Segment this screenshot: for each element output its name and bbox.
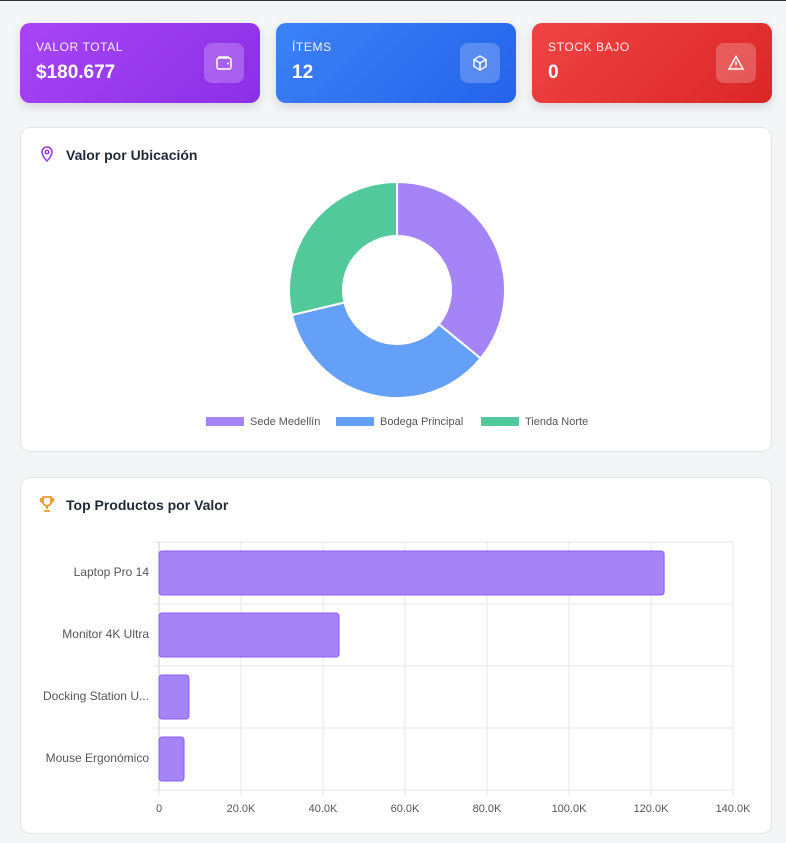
card-label: VALOR TOTAL [36,40,124,54]
y-tick-label: Docking Station U... [43,689,149,703]
chart-panel: Valor por Ubicación Sede Medellín Bodega … [20,127,772,452]
x-tick-label: 40.0K [309,803,338,815]
legend-label: Bodega Principal [380,416,463,428]
legend-label: Tienda Norte [525,416,588,428]
y-tick-label: Monitor 4K Ultra [62,627,149,641]
card-label: STOCK BAJO [548,40,630,54]
card-value: 0 [548,62,559,83]
bar [158,674,190,720]
card-value: 12 [292,62,314,83]
x-tick-label: 100.0K [552,803,588,815]
chart-title: Valor por Ubicación [66,147,198,163]
donut-segment [396,180,506,360]
x-tick-label: 20.0K [227,803,256,815]
legend-swatch [336,417,374,426]
x-tick-label: 0 [156,803,162,815]
x-tick-label: 140.0K [716,803,752,815]
donut-segment [290,301,482,399]
donut-segment [288,180,398,317]
x-tick-label: 80.0K [473,803,502,815]
x-tick-label: 120.0K [634,803,670,815]
stat-card: ÍTEMS 12 [276,23,516,103]
bar [158,612,340,658]
bar [158,550,665,596]
bar-chart: 0 20.0K 40.0K 60.0K 80.0K 100.0K 120.0K 140.0K L… [43,541,752,815]
pin-icon [41,146,53,163]
trophy-icon [39,496,55,512]
legend-label: Sede Medellín [250,416,320,428]
box-icon [460,43,500,83]
card-value: $180.677 [36,62,116,83]
wallet-icon [204,43,244,83]
stat-card: STOCK BAJO 0 [532,23,772,103]
legend-swatch [206,417,244,426]
card-label: ÍTEMS [292,40,332,54]
y-tick-label: Mouse Ergonómico [46,751,150,765]
donut-chart: Sede Medellín Bodega Principal Tienda Nort… [206,180,588,428]
x-tick-label: 60.0K [391,803,420,815]
bar [158,736,185,782]
legend-swatch [481,417,519,426]
chart-title: Top Productos por Valor [66,497,229,513]
warning-icon [716,43,756,83]
y-tick-label: Laptop Pro 14 [74,565,150,579]
chart-panel: Top Productos por Valor 0 20.0K 40.0K 60.0K… [20,477,772,834]
stat-card: VALOR TOTAL $180.677 [20,23,260,103]
